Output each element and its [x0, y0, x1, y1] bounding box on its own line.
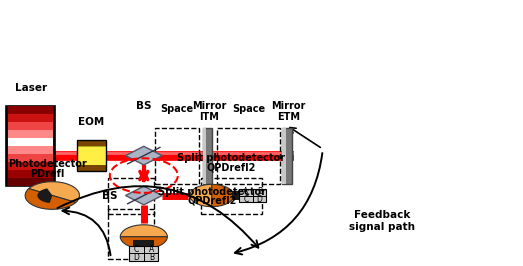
Text: Photodetector: Photodetector	[8, 159, 86, 169]
FancyArrowPatch shape	[235, 153, 322, 255]
Text: ITM: ITM	[199, 112, 219, 122]
Bar	[8, 114, 53, 122]
Wedge shape	[29, 182, 79, 202]
Bar	[8, 106, 53, 114]
Bar	[108, 178, 154, 214]
Polygon shape	[126, 186, 162, 205]
FancyArrowPatch shape	[62, 207, 110, 255]
Bar	[77, 165, 106, 171]
Bar	[129, 246, 158, 261]
Bar	[8, 122, 53, 130]
Bar	[155, 128, 199, 184]
Bar	[239, 189, 266, 202]
Text: A: A	[243, 187, 248, 196]
Wedge shape	[25, 189, 76, 209]
Bar	[77, 146, 106, 165]
Text: Space: Space	[232, 104, 265, 114]
Text: PDrefl: PDrefl	[30, 169, 64, 179]
Bar	[282, 128, 291, 184]
Text: C: C	[243, 195, 248, 204]
Text: Split photodetector: Split photodetector	[177, 153, 286, 163]
Wedge shape	[120, 237, 167, 249]
Text: QPDrefl2: QPDrefl2	[187, 196, 236, 206]
Text: D: D	[256, 195, 263, 204]
Bar	[133, 240, 154, 246]
Bar	[8, 154, 53, 162]
Text: Laser: Laser	[15, 83, 47, 93]
Bar	[77, 140, 106, 146]
FancyArrowPatch shape	[58, 186, 258, 248]
Bar	[217, 128, 280, 184]
Bar	[108, 209, 154, 259]
Text: A: A	[149, 246, 154, 254]
Text: QPDrefl2: QPDrefl2	[207, 163, 256, 173]
Bar	[8, 170, 53, 178]
Wedge shape	[120, 225, 167, 237]
Text: Space: Space	[161, 104, 194, 114]
Bar	[202, 128, 207, 184]
Text: C: C	[133, 246, 139, 254]
Text: ETM: ETM	[277, 112, 300, 122]
Text: D: D	[133, 253, 139, 261]
Text: BS: BS	[102, 190, 118, 201]
Bar	[282, 128, 286, 184]
Bar	[8, 130, 53, 138]
Bar	[8, 178, 53, 186]
Text: B: B	[149, 253, 154, 261]
Bar	[201, 178, 262, 214]
Text: signal path: signal path	[349, 222, 415, 232]
Text: BS: BS	[136, 101, 152, 111]
Bar	[232, 191, 239, 200]
Text: Mirror: Mirror	[192, 101, 226, 111]
Text: Feedback: Feedback	[354, 210, 410, 221]
Wedge shape	[37, 188, 52, 203]
Bar	[8, 146, 53, 154]
Text: Mirror: Mirror	[271, 101, 306, 111]
Text: EOM: EOM	[78, 117, 105, 127]
Text: Split photodetector: Split photodetector	[158, 186, 266, 197]
Bar	[8, 138, 53, 146]
Polygon shape	[126, 146, 162, 165]
Bar	[8, 162, 53, 170]
Bar	[77, 140, 106, 171]
Wedge shape	[190, 184, 212, 207]
Bar	[6, 106, 55, 186]
Wedge shape	[212, 184, 234, 207]
Text: B: B	[257, 187, 262, 196]
Bar	[202, 128, 212, 184]
